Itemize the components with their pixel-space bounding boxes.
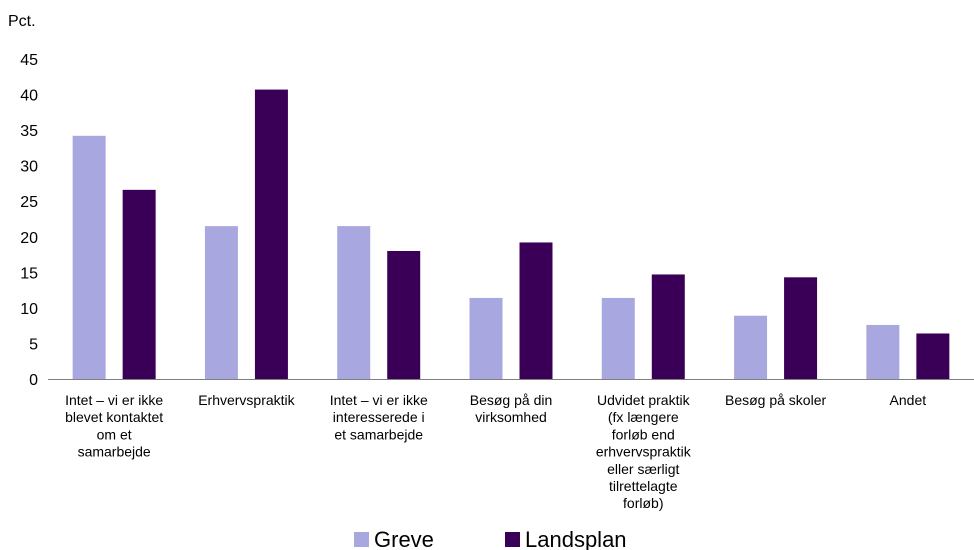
legend-label-landsplan: Landsplan — [525, 527, 627, 550]
y-tick-label: 35 — [20, 123, 38, 140]
x-category-label: Erhvervspraktik — [198, 392, 295, 408]
x-category-label: Udvidet praktik (fx længere forløb end erhv… — [596, 392, 692, 511]
bar-greve-1 — [72, 135, 106, 379]
y-tick-label: 10 — [20, 301, 38, 318]
bar-landsplan-5 — [651, 274, 685, 379]
x-category-label: Andet — [890, 392, 927, 408]
legend: Greve Landsplan — [354, 527, 627, 550]
bars — [72, 89, 950, 380]
legend-label-greve: Greve — [374, 527, 434, 550]
y-tick-label: 45 — [20, 52, 38, 69]
bar-landsplan-7 — [916, 333, 950, 379]
bar-greve-4 — [469, 297, 503, 379]
y-tick-label: 5 — [29, 336, 38, 353]
bar-greve-6 — [734, 315, 768, 379]
y-axis-unit-label: Pct. — [8, 13, 36, 30]
bar-greve-3 — [337, 226, 371, 379]
y-tick-label: 0 — [29, 372, 38, 389]
bar-greve-5 — [601, 297, 635, 379]
x-category-label: Besøg på din virksomhed — [470, 392, 553, 425]
category-labels: Intet – vi er ikke blevet kontaktet om et s… — [65, 392, 926, 511]
y-tick-label: 20 — [20, 230, 38, 247]
y-axis-ticks: 0 5 10 15 20 25 30 35 40 45 — [20, 52, 38, 389]
bar-landsplan-2 — [254, 89, 288, 380]
legend-swatch-landsplan — [505, 532, 520, 547]
y-tick-label: 15 — [20, 265, 38, 282]
x-category-label: Intet – vi er ikke blevet kontaktet om et s… — [65, 392, 163, 460]
bar-greve-7 — [866, 324, 900, 379]
y-tick-label: 25 — [20, 194, 38, 211]
y-tick-label: 40 — [20, 88, 38, 105]
bar-landsplan-1 — [122, 189, 156, 379]
bar-greve-2 — [204, 226, 238, 379]
bar-landsplan-4 — [519, 242, 553, 379]
x-category-label: Besøg på skoler — [725, 392, 826, 408]
bar-landsplan-3 — [387, 251, 421, 379]
legend-swatch-greve — [354, 532, 369, 547]
y-tick-label: 30 — [20, 159, 38, 176]
x-category-label: Intet – vi er ikke interesserede i et sama… — [330, 392, 428, 442]
bar-landsplan-6 — [784, 277, 818, 379]
